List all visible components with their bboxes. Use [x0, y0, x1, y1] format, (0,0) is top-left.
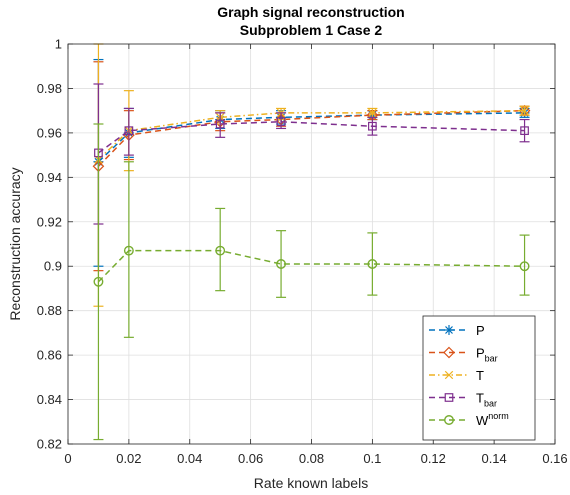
data-point-marker [519, 261, 530, 272]
legend-label-subscript: bar [484, 399, 497, 409]
marker-stroke [520, 106, 529, 115]
legend-label-main: W [476, 413, 489, 428]
x-tick-label: 0.08 [299, 451, 324, 466]
data-point-marker [520, 126, 529, 136]
data-point-marker [444, 325, 454, 335]
legend-label: P [476, 323, 485, 338]
data-point-marker [444, 370, 454, 380]
x-tick-label: 0.04 [177, 451, 202, 466]
series-layer [92, 43, 531, 441]
legend-item: P [429, 323, 485, 338]
marker-shape [520, 126, 529, 136]
data-point-marker [443, 346, 455, 359]
legend-label-superscript: norm [488, 411, 509, 421]
data-point-marker [93, 276, 104, 287]
series-line [97, 109, 525, 161]
data-point-marker [215, 119, 225, 129]
series-line [97, 249, 525, 283]
y-tick-label: 0.92 [37, 214, 62, 229]
data-point-marker [444, 393, 454, 402]
chart-subtitle: Subproblem 1 Case 2 [240, 22, 383, 38]
marker-stroke [444, 370, 454, 380]
x-tick-label: 0.06 [238, 451, 263, 466]
x-tick-label: 0.1 [363, 451, 381, 466]
series-line [97, 121, 525, 154]
legend-label-main: P [476, 346, 485, 361]
x-tick-label: 0.02 [116, 451, 141, 466]
legend-item: Wnorm [429, 411, 509, 428]
x-tick-label: 0.12 [421, 451, 446, 466]
data-point-marker [367, 259, 378, 269]
marker-shape [368, 121, 377, 131]
series-4 [93, 123, 530, 441]
legend-label: Pbar [476, 346, 498, 364]
legend-item: Pbar [429, 346, 498, 364]
data-point-marker [368, 121, 377, 131]
data-point-marker [520, 106, 529, 115]
marker-shape [93, 276, 104, 287]
y-tick-label: 0.82 [37, 437, 62, 452]
x-tick-label: 0.16 [542, 451, 567, 466]
data-point-marker [215, 245, 226, 256]
y-tick-label: 0.86 [37, 348, 62, 363]
legend-label: T [476, 368, 484, 383]
legend-item: Tbar [429, 391, 497, 409]
marker-stroke [445, 326, 453, 334]
x-tick-label: 0 [64, 451, 71, 466]
marker-shape [519, 261, 530, 272]
marker-shape [443, 346, 455, 359]
marker-stroke [368, 108, 377, 118]
data-point-marker [276, 259, 287, 269]
chart-title: Graph signal reconstruction [217, 4, 404, 20]
marker-shape [215, 119, 225, 129]
data-point-marker [124, 126, 134, 136]
y-tick-label: 0.94 [37, 170, 62, 185]
legend-label-main: T [476, 391, 484, 406]
marker-shape [123, 245, 134, 256]
marker-shape [276, 117, 286, 127]
legend-label: Tbar [476, 391, 497, 409]
legend-label-main: T [476, 368, 484, 383]
x-tick-label: 0.14 [481, 451, 506, 466]
data-point-marker [276, 117, 286, 127]
y-tick-label: 1 [55, 37, 62, 52]
marker-shape [444, 393, 454, 402]
legend-label-main: P [476, 323, 485, 338]
x-axis-label: Rate known labels [254, 475, 368, 491]
series-line [97, 109, 525, 167]
y-tick-label: 0.98 [37, 81, 62, 96]
data-point-marker [368, 108, 377, 118]
marker-shape [215, 245, 226, 256]
marker-shape [367, 259, 378, 269]
legend-label-subscript: bar [485, 354, 498, 364]
data-point-marker [123, 245, 134, 256]
legend-item: T [429, 368, 484, 383]
y-tick-label: 0.96 [37, 125, 62, 140]
axis-ticks: 0 0.02 0.04 0.06 0.08 0.1 0.12 0.14 0.16 0.82 0.84… [37, 37, 568, 467]
y-tick-label: 0.88 [37, 303, 62, 318]
marker-shape [444, 415, 454, 425]
legend-label: Wnorm [476, 411, 509, 428]
marker-shape [124, 126, 134, 136]
y-tick-label: 0.9 [44, 259, 62, 274]
y-axis-label: Reconstruction accuracy [7, 167, 23, 320]
y-tick-label: 0.84 [37, 392, 62, 407]
marker-shape [276, 259, 287, 269]
data-point-marker [444, 415, 454, 425]
